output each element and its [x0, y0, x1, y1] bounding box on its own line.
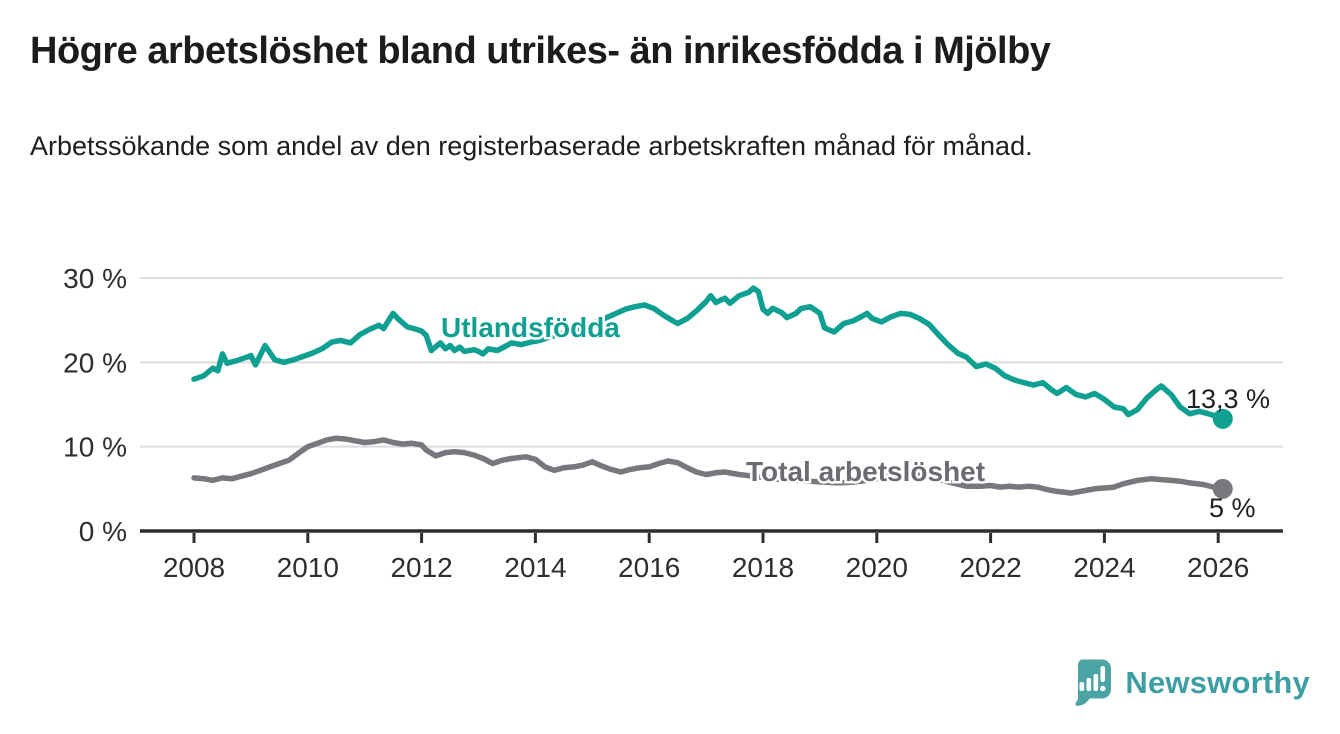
x-axis-label-2020: 2020 [846, 552, 908, 583]
data-series [191, 285, 1233, 499]
x-axis-label-2008: 2008 [163, 552, 225, 583]
end-value-label-total: 5 % [1209, 493, 1256, 523]
x-axis-label-2026: 2026 [1187, 552, 1249, 583]
y-axis-label-20: 20 % [63, 347, 127, 378]
y-axis-label-10: 10 % [63, 432, 127, 463]
speech-bubble-bar-chart-icon [1075, 659, 1112, 706]
page-title: Högre arbetslöshet bland utrikes- än inr… [30, 30, 1051, 72]
page-subtitle: Arbetssökande som andel av den registerb… [30, 131, 1033, 161]
chart-labels: 0 % 10 % 20 % 30 % 2008 2010 2012 2014 2016 2018 2… [63, 263, 1270, 583]
x-axis-label-2010: 2010 [277, 552, 339, 583]
end-dot-total [1212, 478, 1233, 499]
end-dot-utlandsfodda [1212, 408, 1233, 429]
y-axis-label-0: 0 % [79, 516, 127, 547]
series-line-total [191, 435, 1226, 496]
x-axis-label-2022: 2022 [959, 552, 1021, 583]
x-axis-label-2024: 2024 [1073, 552, 1135, 583]
end-value-label-utlandsfodda: 13,3 % [1186, 384, 1270, 414]
x-axis-label-2018: 2018 [732, 552, 794, 583]
newsworthy-logo: Newsworthy [1071, 659, 1310, 706]
series-label-total: Total arbetslöshet [746, 456, 985, 487]
x-axis-label-2012: 2012 [390, 552, 452, 583]
gridlines [140, 277, 1283, 448]
y-axis-label-30: 30 % [63, 263, 127, 294]
brand-name: Newsworthy [1125, 664, 1310, 700]
axes [140, 529, 1283, 543]
x-axis-label-2016: 2016 [618, 552, 680, 583]
series-line-utlandsfodda [191, 285, 1226, 422]
series-label-utlandsfodda: Utlandsfödda [441, 312, 620, 343]
x-axis-label-2014: 2014 [504, 552, 566, 583]
